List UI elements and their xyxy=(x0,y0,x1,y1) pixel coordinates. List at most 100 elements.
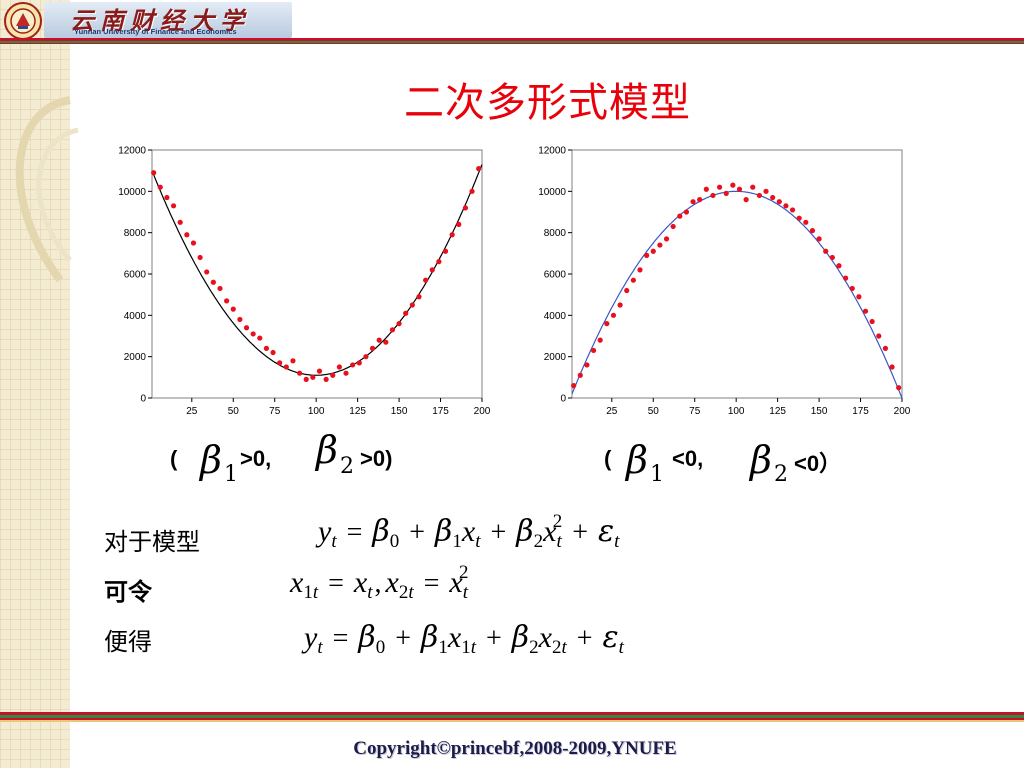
equation-model: yt = β0 + β1xt + β2xt2 + εt xyxy=(318,511,620,552)
data-point xyxy=(584,362,590,368)
beta-subscript: 1 xyxy=(224,462,238,487)
data-point xyxy=(296,370,303,376)
condition-open-paren: ( xyxy=(170,446,178,471)
data-point xyxy=(177,219,183,225)
data-point xyxy=(363,354,369,360)
data-point xyxy=(816,236,822,242)
data-point xyxy=(590,347,597,354)
data-point xyxy=(783,203,789,209)
data-point xyxy=(164,194,170,201)
data-point xyxy=(204,269,210,275)
data-point xyxy=(263,345,270,351)
y-tick-label: 6000 xyxy=(544,270,567,281)
condition-inequality: >0, xyxy=(240,446,272,471)
data-point xyxy=(869,318,875,325)
data-point xyxy=(809,228,816,234)
data-point xyxy=(836,263,842,269)
data-point xyxy=(449,232,455,238)
x-tick-label: 150 xyxy=(391,406,408,417)
copyright-footer: Copyright©princebf,2008-2009,YNUFE xyxy=(353,738,677,759)
page-title: 二次多形式模型 xyxy=(404,80,691,126)
data-point xyxy=(469,188,475,194)
header-stripe-green xyxy=(0,41,1024,43)
header-stripe-red xyxy=(0,38,1024,41)
university-name-en: Yunnan University of Finance and Economi… xyxy=(74,27,237,36)
data-point xyxy=(677,213,683,219)
data-point xyxy=(617,302,623,308)
data-point xyxy=(442,248,449,254)
y-tick-label: 0 xyxy=(140,394,146,405)
data-point xyxy=(323,376,329,382)
data-point xyxy=(604,321,610,327)
data-point xyxy=(429,267,435,273)
data-point xyxy=(316,368,323,374)
plot-frame xyxy=(151,149,483,399)
data-point xyxy=(456,221,462,227)
data-point xyxy=(803,219,809,225)
data-point xyxy=(257,335,263,341)
data-point xyxy=(610,312,617,318)
data-point xyxy=(690,199,696,205)
data-point xyxy=(283,364,289,370)
data-point xyxy=(843,275,849,281)
data-point xyxy=(151,170,157,176)
fit-curve xyxy=(571,190,903,399)
university-seal-icon xyxy=(4,2,42,40)
data-point xyxy=(217,285,223,292)
data-point xyxy=(670,223,676,230)
data-point xyxy=(750,184,756,190)
data-point xyxy=(862,308,869,314)
data-point xyxy=(250,331,256,337)
data-point xyxy=(663,236,670,242)
data-point xyxy=(369,345,376,351)
beta-subscript: 2 xyxy=(340,454,354,479)
x-tick-label: 100 xyxy=(308,406,325,417)
data-point xyxy=(389,327,396,333)
data-point xyxy=(630,277,636,283)
data-point xyxy=(743,197,749,203)
data-point xyxy=(683,209,690,215)
data-point xyxy=(856,294,862,300)
data-point xyxy=(350,362,356,368)
scatter-chart-right: 0 2000 4000 6000 8000 10000 12000 25 50 75 100 125 1… xyxy=(538,146,911,418)
equation-result: yt = β0 + β1x1t + β2x2t + εt xyxy=(304,620,624,658)
data-point xyxy=(829,254,835,261)
header-bar: 云南财经大学 Yunnan University of Finance and … xyxy=(0,0,1024,44)
data-point xyxy=(644,252,650,258)
data-point xyxy=(336,364,342,370)
x-tick-label: 150 xyxy=(811,406,828,417)
data-point xyxy=(409,302,415,308)
data-point xyxy=(383,339,389,345)
data-point xyxy=(624,287,630,294)
y-tick-label: 0 xyxy=(560,394,566,405)
y-tick-label: 10000 xyxy=(538,187,566,198)
data-point xyxy=(776,199,782,205)
x-tick-label: 125 xyxy=(349,406,366,417)
beta-symbol: β xyxy=(200,438,222,482)
left-decorative-strip xyxy=(0,0,70,768)
equation-substitution: x1t = xt, x2t = xt2 xyxy=(290,562,469,603)
data-point xyxy=(237,316,243,323)
y-tick-label: 12000 xyxy=(118,146,146,157)
data-point xyxy=(789,207,796,213)
beta-symbol: β xyxy=(316,428,338,472)
data-point xyxy=(889,364,895,370)
data-point xyxy=(710,192,716,199)
x-tick-label: 200 xyxy=(474,406,491,417)
university-name-cn: 云南财经大学 xyxy=(70,6,250,35)
data-point xyxy=(716,184,723,190)
x-tick-label: 25 xyxy=(186,406,198,417)
data-point xyxy=(343,370,349,376)
beta-symbol: β xyxy=(626,438,648,482)
plot-frame xyxy=(571,149,903,399)
data-point xyxy=(396,321,402,327)
university-banner xyxy=(44,2,292,38)
data-point xyxy=(157,184,163,190)
x-tick-label: 125 xyxy=(769,406,786,417)
data-point xyxy=(416,294,422,300)
data-point xyxy=(423,277,429,283)
data-point xyxy=(270,349,276,356)
y-tick-label: 2000 xyxy=(544,352,567,363)
x-tick-label: 25 xyxy=(606,406,618,417)
data-point xyxy=(462,205,469,211)
